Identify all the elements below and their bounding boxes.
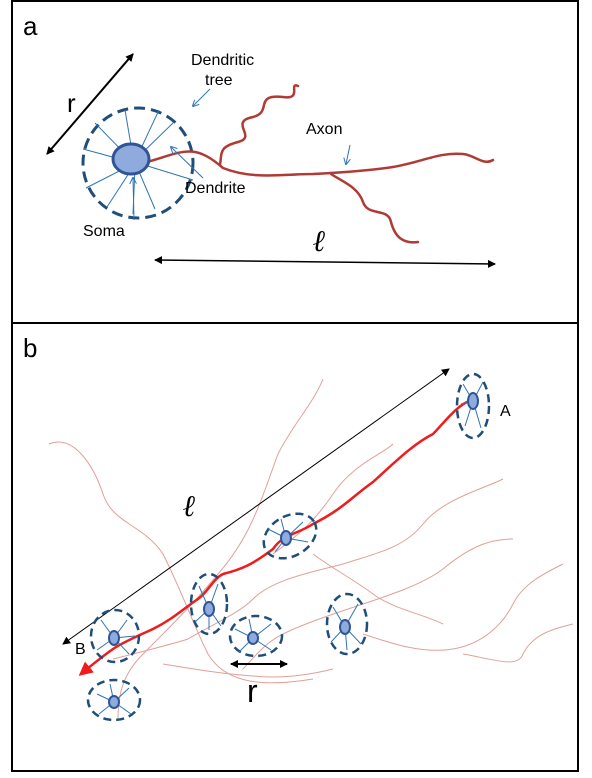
- neuron-right: [325, 592, 369, 656]
- background-axons: [48, 378, 574, 720]
- neuron-center: [189, 572, 229, 636]
- panel-a: a r Dendritic tree: [11, 0, 579, 324]
- neuron-a: [455, 372, 491, 440]
- dendritic-tree-boundary: [81, 106, 195, 220]
- point-b-label: B: [75, 641, 86, 658]
- length-label: ℓ: [313, 224, 326, 259]
- r-label: r: [247, 673, 258, 709]
- neuron-bottom-left: [86, 678, 142, 722]
- r-arrow: [46, 53, 134, 155]
- panel-b: b ℓ: [11, 322, 579, 772]
- neuron-b: [89, 608, 141, 664]
- neuron-diagram: a r Dendritic tree: [23, 11, 496, 268]
- length-arrow: [154, 256, 496, 268]
- dendrite-label: Dendrite: [185, 180, 246, 197]
- axon-pointer: [346, 144, 350, 164]
- neuron-bottom-center: [228, 614, 284, 658]
- network-diagram: b ℓ: [23, 333, 574, 722]
- panel-letter-b: b: [23, 333, 37, 363]
- soma-pointer: [133, 178, 134, 221]
- axon: [145, 84, 495, 244]
- soma: [111, 142, 151, 176]
- neuron-mid: [262, 512, 318, 560]
- point-a-label: A: [500, 403, 511, 420]
- dendritic-tree-label-line1: Dendritic: [191, 52, 254, 69]
- axon-label: Axon: [306, 121, 342, 138]
- dendritic-tree-label-line2: tree: [205, 72, 233, 89]
- panel-letter-a: a: [23, 11, 38, 41]
- r-label: r: [67, 88, 76, 118]
- signal-path: [78, 399, 471, 676]
- dendritic-tree-pointer: [193, 88, 211, 106]
- dendrite-pointer: [171, 147, 204, 179]
- soma-label: Soma: [83, 223, 125, 240]
- length-label: ℓ: [183, 489, 196, 524]
- length-arrow: [62, 368, 450, 645]
